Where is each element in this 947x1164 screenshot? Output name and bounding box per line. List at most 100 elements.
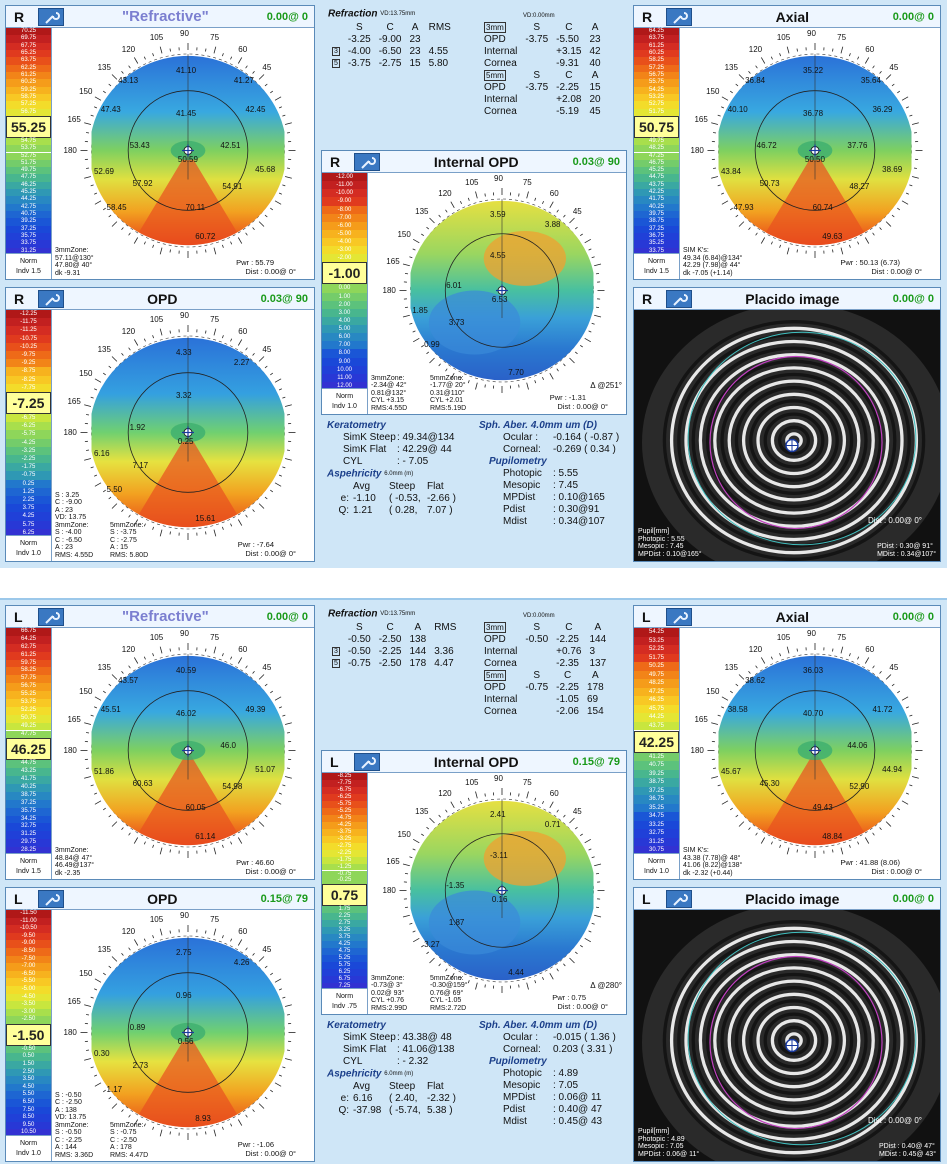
axis-tick-label: 60 [238,44,248,54]
scale-cell: 54.75 [6,137,51,146]
panel-header: R Internal OPD 0.03@ 90 [322,151,626,173]
scale-cell: 32.75 [6,823,51,832]
norm-indicator[interactable]: Norm Indv 1.5 [6,253,51,279]
wrench-icon[interactable] [666,7,692,26]
scale-cell: 40.25 [634,203,679,212]
norm-indicator[interactable]: Norm Indv 1.0 [322,388,367,414]
map-value-label: 6.53 [491,294,508,304]
wrench-icon[interactable] [38,289,64,308]
wrench-icon[interactable] [38,7,64,26]
axis-value: 42 [589,46,601,57]
q-avg: -37.98 [353,1104,382,1116]
scale-cell: 50.75 [6,714,51,723]
color-scale: 64.25 63.75 61.25 60.25 58.25 57.25 56.75 55.75… [634,28,680,279]
wrench-icon[interactable] [666,607,692,626]
axis-tick-label: 90 [180,911,189,920]
wrench-icon[interactable] [354,152,380,171]
scale-cell: -5.75 [322,800,367,808]
panel-title: Internal OPD [433,753,519,770]
norm-indicator[interactable]: Norm Indv 1.5 [634,253,679,279]
scale-cell: 43.75 [634,721,679,731]
sph-aber-title: Sph. Aber. 4.0mm um (D) [479,420,597,431]
scale-cell: 52.25 [634,645,679,654]
axis-tick-label: 105 [149,314,164,324]
scale-cell: 51.75 [6,159,51,168]
scale-cell: 41.75 [634,196,679,204]
scale-selected[interactable]: -1.50 [6,1023,51,1046]
panel-header: R Placido image 0.00@ 0 [634,288,940,310]
scale-cell: 37.25 [6,225,51,234]
asphericity-title: Aspehricity [327,1068,382,1080]
dist-readout: Dist : 0.00@ 0° [557,402,608,411]
scale-cell: 30.75 [634,846,679,855]
scale-selected[interactable]: 46.25 [6,738,51,761]
map-value-label: 0.89 [129,1022,146,1032]
scale-cell: 31.25 [6,831,51,840]
dist-readout: Dist : 0.00@ 0° [557,1002,608,1011]
panel-title: OPD [147,290,178,307]
norm-indicator[interactable]: Norm Indv 1.0 [634,853,679,879]
wrench-icon[interactable] [666,289,692,308]
scale-selected[interactable]: -7.25 [6,392,51,414]
map-value-label: 46.02 [176,708,197,718]
map-value-label: 0.96 [176,990,192,1000]
scale-cell: -11.75 [6,318,51,327]
map-plot[interactable]: 90 105 120 135 150 165 180 45 60 75 4.33 2.27 3.32 1.… [52,310,314,561]
norm-indicator[interactable]: Norm Indv 1.0 [6,1135,51,1161]
axis-value: 154 [586,706,604,717]
scale-cell: -9.00 [6,940,51,948]
wrench-icon[interactable] [38,607,64,626]
wrench-icon[interactable] [354,752,380,771]
axis-tick-label: 60 [238,644,248,654]
axis-tick-label: 135 [724,63,738,73]
scale-cell: -1.75 [322,856,367,864]
eye-label: R [642,8,653,25]
scale-selected[interactable]: 0.75 [322,884,367,907]
sph-aber-title: Sph. Aber. 4.0mm um (D) [479,1020,597,1031]
map-plot[interactable]: 90 105 120 135 150 165 180 45 60 75 41.10 43.13 41.2… [52,28,314,279]
scale-selected[interactable]: 55.25 [6,115,51,138]
scale-cell: -2.25 [6,455,51,464]
map-plot[interactable]: 90 105 120 135 150 165 180 45 60 75 2.41 0.71 -3.11 -… [368,773,626,1014]
map-value-label: 43.84 [720,166,741,176]
refraction-r5-table: 5mm S C A OPD -3.75 -2.25 15 Internal +2.08 2… [480,70,605,118]
e-label: e: [340,1092,349,1104]
scale-selected[interactable]: 50.75 [634,115,679,138]
wrench-icon[interactable] [666,889,692,908]
norm-indicator[interactable]: Norm Indv 1.0 [6,535,51,561]
axial-map-panel: R Axial 0.00@ 0 64.25 63.75 61.25 60.25 58.25 57… [633,5,941,280]
scale-cell: 40.25 [6,784,51,792]
scale-cell: 57.75 [6,675,51,684]
axis-tick-label: 60 [865,644,875,654]
eye-label: L [14,890,23,907]
scale-cell: 12.00 [322,381,367,390]
map-value-label: 45.68 [255,164,276,174]
scale-cell: -6.75 [6,414,51,423]
axis-tick-label: 120 [121,326,136,336]
axis-tick-label: 135 [724,663,738,673]
wrench-icon[interactable] [38,889,64,908]
rms-value: 3.36 [434,646,454,657]
zone-head: 3mm [484,22,506,33]
map-plot[interactable]: 90 105 120 135 150 165 180 45 60 75 2.75 4.26 0.96 0.… [52,910,314,1161]
simk-flat-value: : 41.06@138 [397,1044,455,1055]
norm-indicator[interactable]: Norm Indv 1.5 [6,853,51,879]
map-plot[interactable]: 90 105 120 135 150 165 180 45 60 75 40.59 43.57 45.5… [52,628,314,879]
scale-cell: 51.75 [634,108,679,116]
e-flat: -2.32 ) [427,1092,456,1104]
norm-indicator[interactable]: Norm Indv .75 [322,988,367,1014]
scale-selected[interactable]: 42.25 [634,730,679,753]
scale-cell: -5.00 [6,985,51,994]
scale-selected[interactable]: -1.00 [322,262,367,285]
map-plot[interactable]: 90 105 120 135 150 165 180 45 60 75 36.03 38.62 38.5… [680,628,940,879]
scale-cell: 7.50 [6,1106,51,1115]
scale-cell: 43.25 [6,768,51,777]
cyl-label: CYL [343,1056,363,1067]
axis-tick-label: 90 [494,774,503,783]
sphere-value [521,94,552,106]
map-plot[interactable]: 90 105 120 135 150 165 180 45 60 75 3.59 3.88 4.55 6.… [368,173,626,414]
scale-cell: -5.25 [322,807,367,815]
scale-cell: -2.25 [322,849,367,857]
ocular-value: -0.164 ( -0.87 ) [553,432,620,443]
map-plot[interactable]: 90 105 120 135 150 165 180 45 60 75 35.22 36.84 35.6… [680,28,940,279]
